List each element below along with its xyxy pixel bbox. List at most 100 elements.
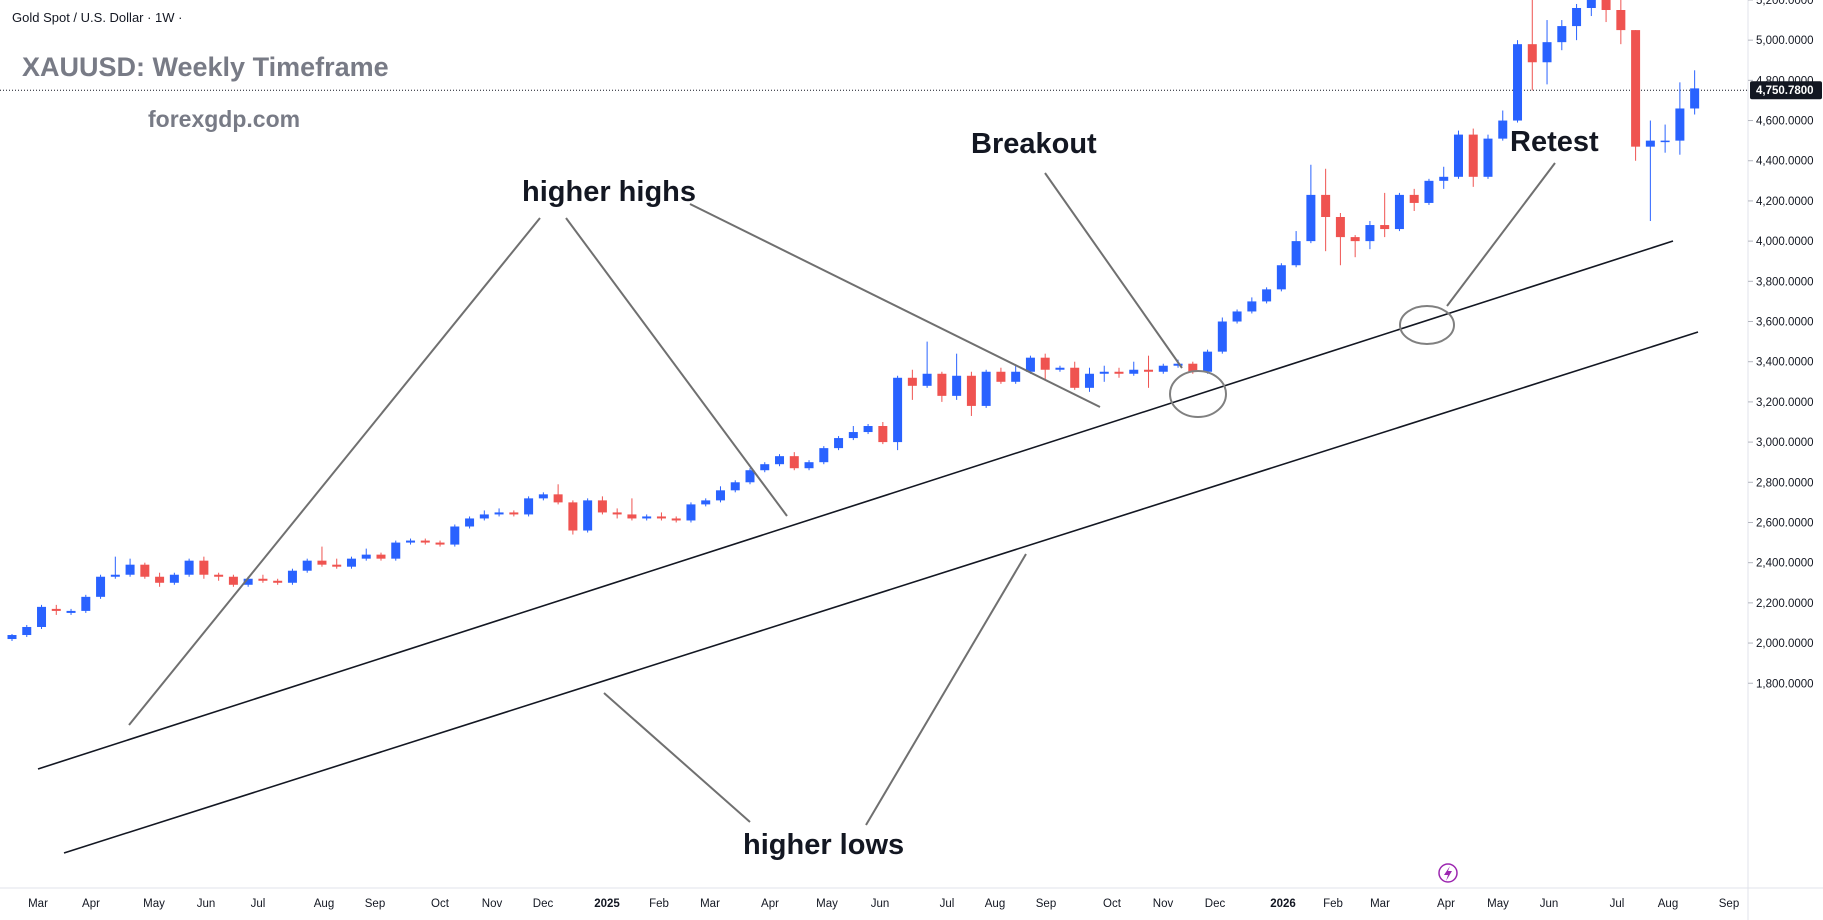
candle: [730, 480, 740, 493]
annotation-breakout: Breakout: [971, 128, 1097, 160]
candle: [391, 540, 401, 561]
candle-body: [730, 482, 740, 491]
candle: [1572, 3, 1582, 41]
candle-body: [273, 580, 283, 583]
candle-body: [553, 494, 563, 503]
lightning-icon-ring: [1438, 863, 1458, 883]
pointer-breakout: [1044, 172, 1183, 369]
candle: [1557, 20, 1567, 51]
candle: [1616, 0, 1626, 45]
candle-body: [391, 542, 401, 559]
candle: [775, 454, 785, 467]
candle: [169, 572, 179, 585]
candle-body: [51, 608, 61, 611]
candle-body: [1631, 30, 1641, 147]
current-price-label-bg: [1750, 81, 1822, 100]
candle: [406, 538, 416, 545]
candle-body: [1070, 367, 1080, 388]
candle-body: [1188, 363, 1198, 372]
candle: [1513, 40, 1523, 123]
candle: [804, 460, 814, 471]
candle-body: [1572, 7, 1582, 27]
candle: [1144, 355, 1154, 388]
price-tick-label: 2,400.0000: [1756, 558, 1814, 570]
candle: [110, 556, 120, 579]
time-tick-label: Nov: [482, 898, 503, 910]
candle: [81, 594, 91, 613]
candle: [1055, 365, 1065, 372]
candle: [1335, 212, 1345, 266]
candle: [789, 452, 799, 471]
candle-body: [612, 512, 622, 515]
candle-body: [627, 514, 637, 519]
candle: [1409, 188, 1419, 211]
candle: [524, 496, 534, 517]
candle-body: [1409, 194, 1419, 203]
candle: [848, 426, 858, 441]
price-tick-label: 3,400.0000: [1756, 357, 1814, 369]
candle-body: [538, 494, 548, 499]
candle: [450, 524, 460, 547]
candle-body: [1262, 289, 1272, 302]
candle: [199, 556, 209, 579]
candle-body: [1645, 140, 1655, 147]
time-tick-label: Aug: [1658, 898, 1678, 910]
candle-body: [509, 512, 519, 515]
candle: [715, 486, 725, 503]
candle-body: [1276, 265, 1286, 290]
candle: [1129, 361, 1139, 376]
candle-body: [420, 540, 430, 543]
lightning-icon-bolt: [1444, 866, 1452, 881]
candle-body: [893, 377, 903, 443]
candle-body: [819, 448, 829, 463]
price-tick-label: 1,800.0000: [1756, 678, 1814, 690]
time-tick-label: May: [1487, 898, 1509, 910]
candle-body: [1542, 42, 1552, 63]
candle: [553, 484, 563, 505]
candle: [96, 574, 106, 599]
annotation-retest: Retest: [1510, 126, 1599, 158]
candle: [922, 341, 932, 388]
candle: [51, 604, 61, 615]
candle: [1306, 164, 1316, 244]
candle-body: [804, 462, 814, 469]
candle: [1394, 192, 1404, 232]
candle-body: [1040, 357, 1050, 370]
candle-body: [7, 635, 17, 640]
candle: [479, 510, 489, 521]
candle: [140, 562, 150, 579]
candle-body: [597, 500, 607, 513]
candle-body: [760, 464, 770, 471]
candle-body: [1380, 225, 1390, 230]
candle: [435, 540, 445, 547]
candle: [465, 516, 475, 529]
candle: [583, 498, 593, 533]
candle: [1291, 231, 1301, 268]
candle: [1350, 235, 1360, 258]
candle-body: [981, 371, 991, 406]
candle: [509, 510, 519, 517]
candle-body: [450, 526, 460, 545]
candle: [981, 369, 991, 408]
annotation-higher-highs: higher highs: [522, 176, 696, 208]
candle-body: [1011, 371, 1021, 382]
candle: [155, 572, 165, 587]
time-tick-label: May: [816, 898, 838, 910]
candle: [1645, 120, 1655, 222]
candle-body: [1424, 180, 1434, 203]
candle-body: [1365, 225, 1375, 242]
candle: [1631, 30, 1641, 161]
candle-body: [1173, 363, 1183, 366]
candle: [966, 371, 976, 416]
time-tick-label: May: [143, 898, 165, 910]
time-tick-label: Feb: [649, 898, 669, 910]
candle-body: [169, 574, 179, 583]
time-tick-label: Mar: [1370, 898, 1390, 910]
candle: [1099, 365, 1109, 382]
candle: [1040, 353, 1050, 380]
candle: [612, 508, 622, 519]
candle-body: [966, 375, 976, 406]
candle: [1542, 20, 1552, 85]
candle-body: [66, 610, 76, 613]
candle: [66, 608, 76, 615]
